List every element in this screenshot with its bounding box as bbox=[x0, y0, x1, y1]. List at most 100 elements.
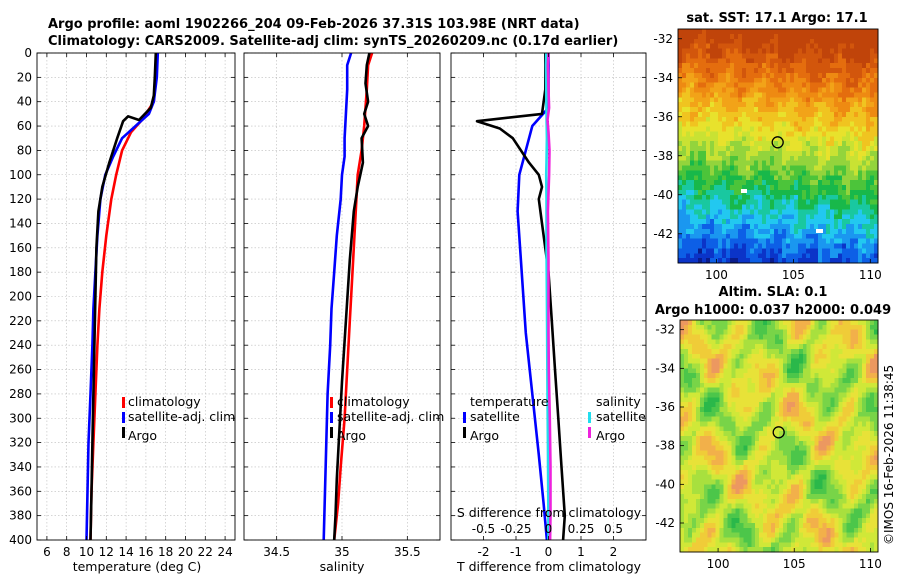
heatmap-cell bbox=[850, 421, 855, 427]
heatmap-cell bbox=[751, 373, 756, 379]
heatmap-cell bbox=[715, 397, 720, 403]
heatmap-cell bbox=[747, 324, 752, 331]
heatmap-cell bbox=[779, 513, 784, 519]
heatmap-cell bbox=[862, 209, 867, 215]
heatmap-cell bbox=[790, 87, 795, 93]
heatmap-cell bbox=[810, 155, 815, 162]
heatmap-cell bbox=[874, 214, 879, 220]
heatmap-cell bbox=[746, 141, 751, 147]
heatmap-cell bbox=[806, 102, 811, 108]
heatmap-cell bbox=[838, 527, 843, 534]
heatmap-cell bbox=[762, 228, 767, 235]
heatmap-cell bbox=[862, 474, 867, 480]
heatmap-cell bbox=[806, 63, 811, 69]
heatmap-cell bbox=[858, 92, 863, 98]
heatmap-cell bbox=[838, 194, 843, 201]
heatmap-cell bbox=[858, 498, 863, 505]
heatmap-cell bbox=[778, 141, 783, 147]
heatmap-cell bbox=[846, 373, 851, 379]
heatmap-cell bbox=[774, 146, 779, 152]
heatmap-cell bbox=[726, 238, 731, 244]
heatmap-cell bbox=[810, 141, 815, 147]
heatmap-cell bbox=[818, 498, 823, 505]
heatmap-cell bbox=[830, 209, 835, 215]
heatmap-cell bbox=[743, 387, 748, 393]
heatmap-cell bbox=[850, 445, 855, 451]
heatmap-cell bbox=[691, 373, 697, 379]
heatmap-cell bbox=[862, 228, 867, 235]
heatmap-cell bbox=[826, 185, 831, 191]
heatmap-cell bbox=[699, 465, 705, 471]
heatmap-cell bbox=[862, 532, 867, 538]
heatmap-cell bbox=[802, 38, 807, 45]
heatmap-cell bbox=[818, 53, 823, 59]
heatmap-cell bbox=[842, 258, 847, 264]
heatmap-cell bbox=[798, 387, 804, 393]
heatmap-cell bbox=[759, 523, 764, 529]
heatmap-cell bbox=[786, 320, 792, 326]
heatmap-cell bbox=[734, 141, 739, 147]
heatmap-cell bbox=[790, 141, 795, 147]
heatmap-cell bbox=[683, 489, 689, 495]
heatmap-cell bbox=[683, 411, 689, 418]
heatmap-cell bbox=[810, 107, 815, 113]
heatmap-cell bbox=[714, 253, 719, 259]
heatmap-cell bbox=[858, 523, 863, 529]
heatmap-cell bbox=[842, 503, 847, 509]
heatmap-cell bbox=[723, 411, 728, 418]
heatmap-cell bbox=[758, 238, 763, 244]
heatmap-cell bbox=[850, 440, 855, 447]
heatmap-cell bbox=[715, 537, 720, 543]
heatmap-cell bbox=[822, 155, 827, 162]
heatmap-cell bbox=[750, 29, 755, 35]
heatmap-cell bbox=[854, 484, 859, 490]
heatmap-cell bbox=[782, 523, 788, 529]
heatmap-cell bbox=[846, 38, 851, 45]
heatmap-cell bbox=[822, 238, 827, 244]
heatmap-cell bbox=[834, 170, 839, 176]
heatmap-cell bbox=[754, 258, 759, 264]
heatmap-cell bbox=[798, 33, 803, 40]
heatmap-cell bbox=[779, 382, 784, 389]
heatmap-cell bbox=[699, 373, 705, 379]
heatmap-cell bbox=[687, 368, 693, 374]
heatmap-cell bbox=[850, 43, 855, 49]
heatmap-cell bbox=[802, 214, 807, 220]
heatmap-cell bbox=[695, 411, 701, 418]
heatmap-cell bbox=[802, 382, 808, 389]
heatmap-cell bbox=[770, 58, 775, 64]
heatmap-cell bbox=[703, 508, 709, 514]
heatmap-cell bbox=[826, 344, 831, 350]
heatmap-cell bbox=[870, 209, 875, 215]
heatmap-cell bbox=[755, 527, 760, 534]
heatmap-cell bbox=[763, 402, 768, 408]
heatmap-cell bbox=[814, 416, 819, 422]
heatmap-cell bbox=[763, 344, 768, 350]
heatmap-cell bbox=[834, 402, 839, 408]
heatmap-cell bbox=[714, 107, 719, 113]
heatmap-cell bbox=[838, 116, 843, 123]
heatmap-cell bbox=[822, 421, 827, 427]
heatmap-cell bbox=[826, 527, 831, 534]
heatmap-cell bbox=[806, 450, 812, 456]
heatmap-cell bbox=[806, 219, 811, 225]
heatmap-cell bbox=[758, 219, 763, 225]
heatmap-cell bbox=[870, 63, 875, 69]
heatmap-cell bbox=[826, 339, 831, 345]
heatmap-cell bbox=[738, 107, 743, 113]
heatmap-cell bbox=[691, 392, 697, 398]
heatmap-cell bbox=[786, 126, 791, 132]
heatmap-cell bbox=[683, 344, 689, 350]
heatmap-cell bbox=[691, 353, 697, 360]
heatmap-cell bbox=[747, 358, 752, 364]
heatmap-cell bbox=[759, 494, 764, 500]
heatmap-cell bbox=[846, 339, 851, 345]
heatmap-cell bbox=[767, 440, 772, 447]
heatmap-cell bbox=[735, 469, 740, 476]
heatmap-cell bbox=[766, 29, 771, 35]
heatmap-cell bbox=[806, 165, 811, 171]
heatmap-cell bbox=[862, 426, 867, 432]
heatmap-cell bbox=[694, 189, 699, 196]
heatmap-cell bbox=[846, 111, 851, 118]
heatmap-cell bbox=[682, 111, 687, 118]
